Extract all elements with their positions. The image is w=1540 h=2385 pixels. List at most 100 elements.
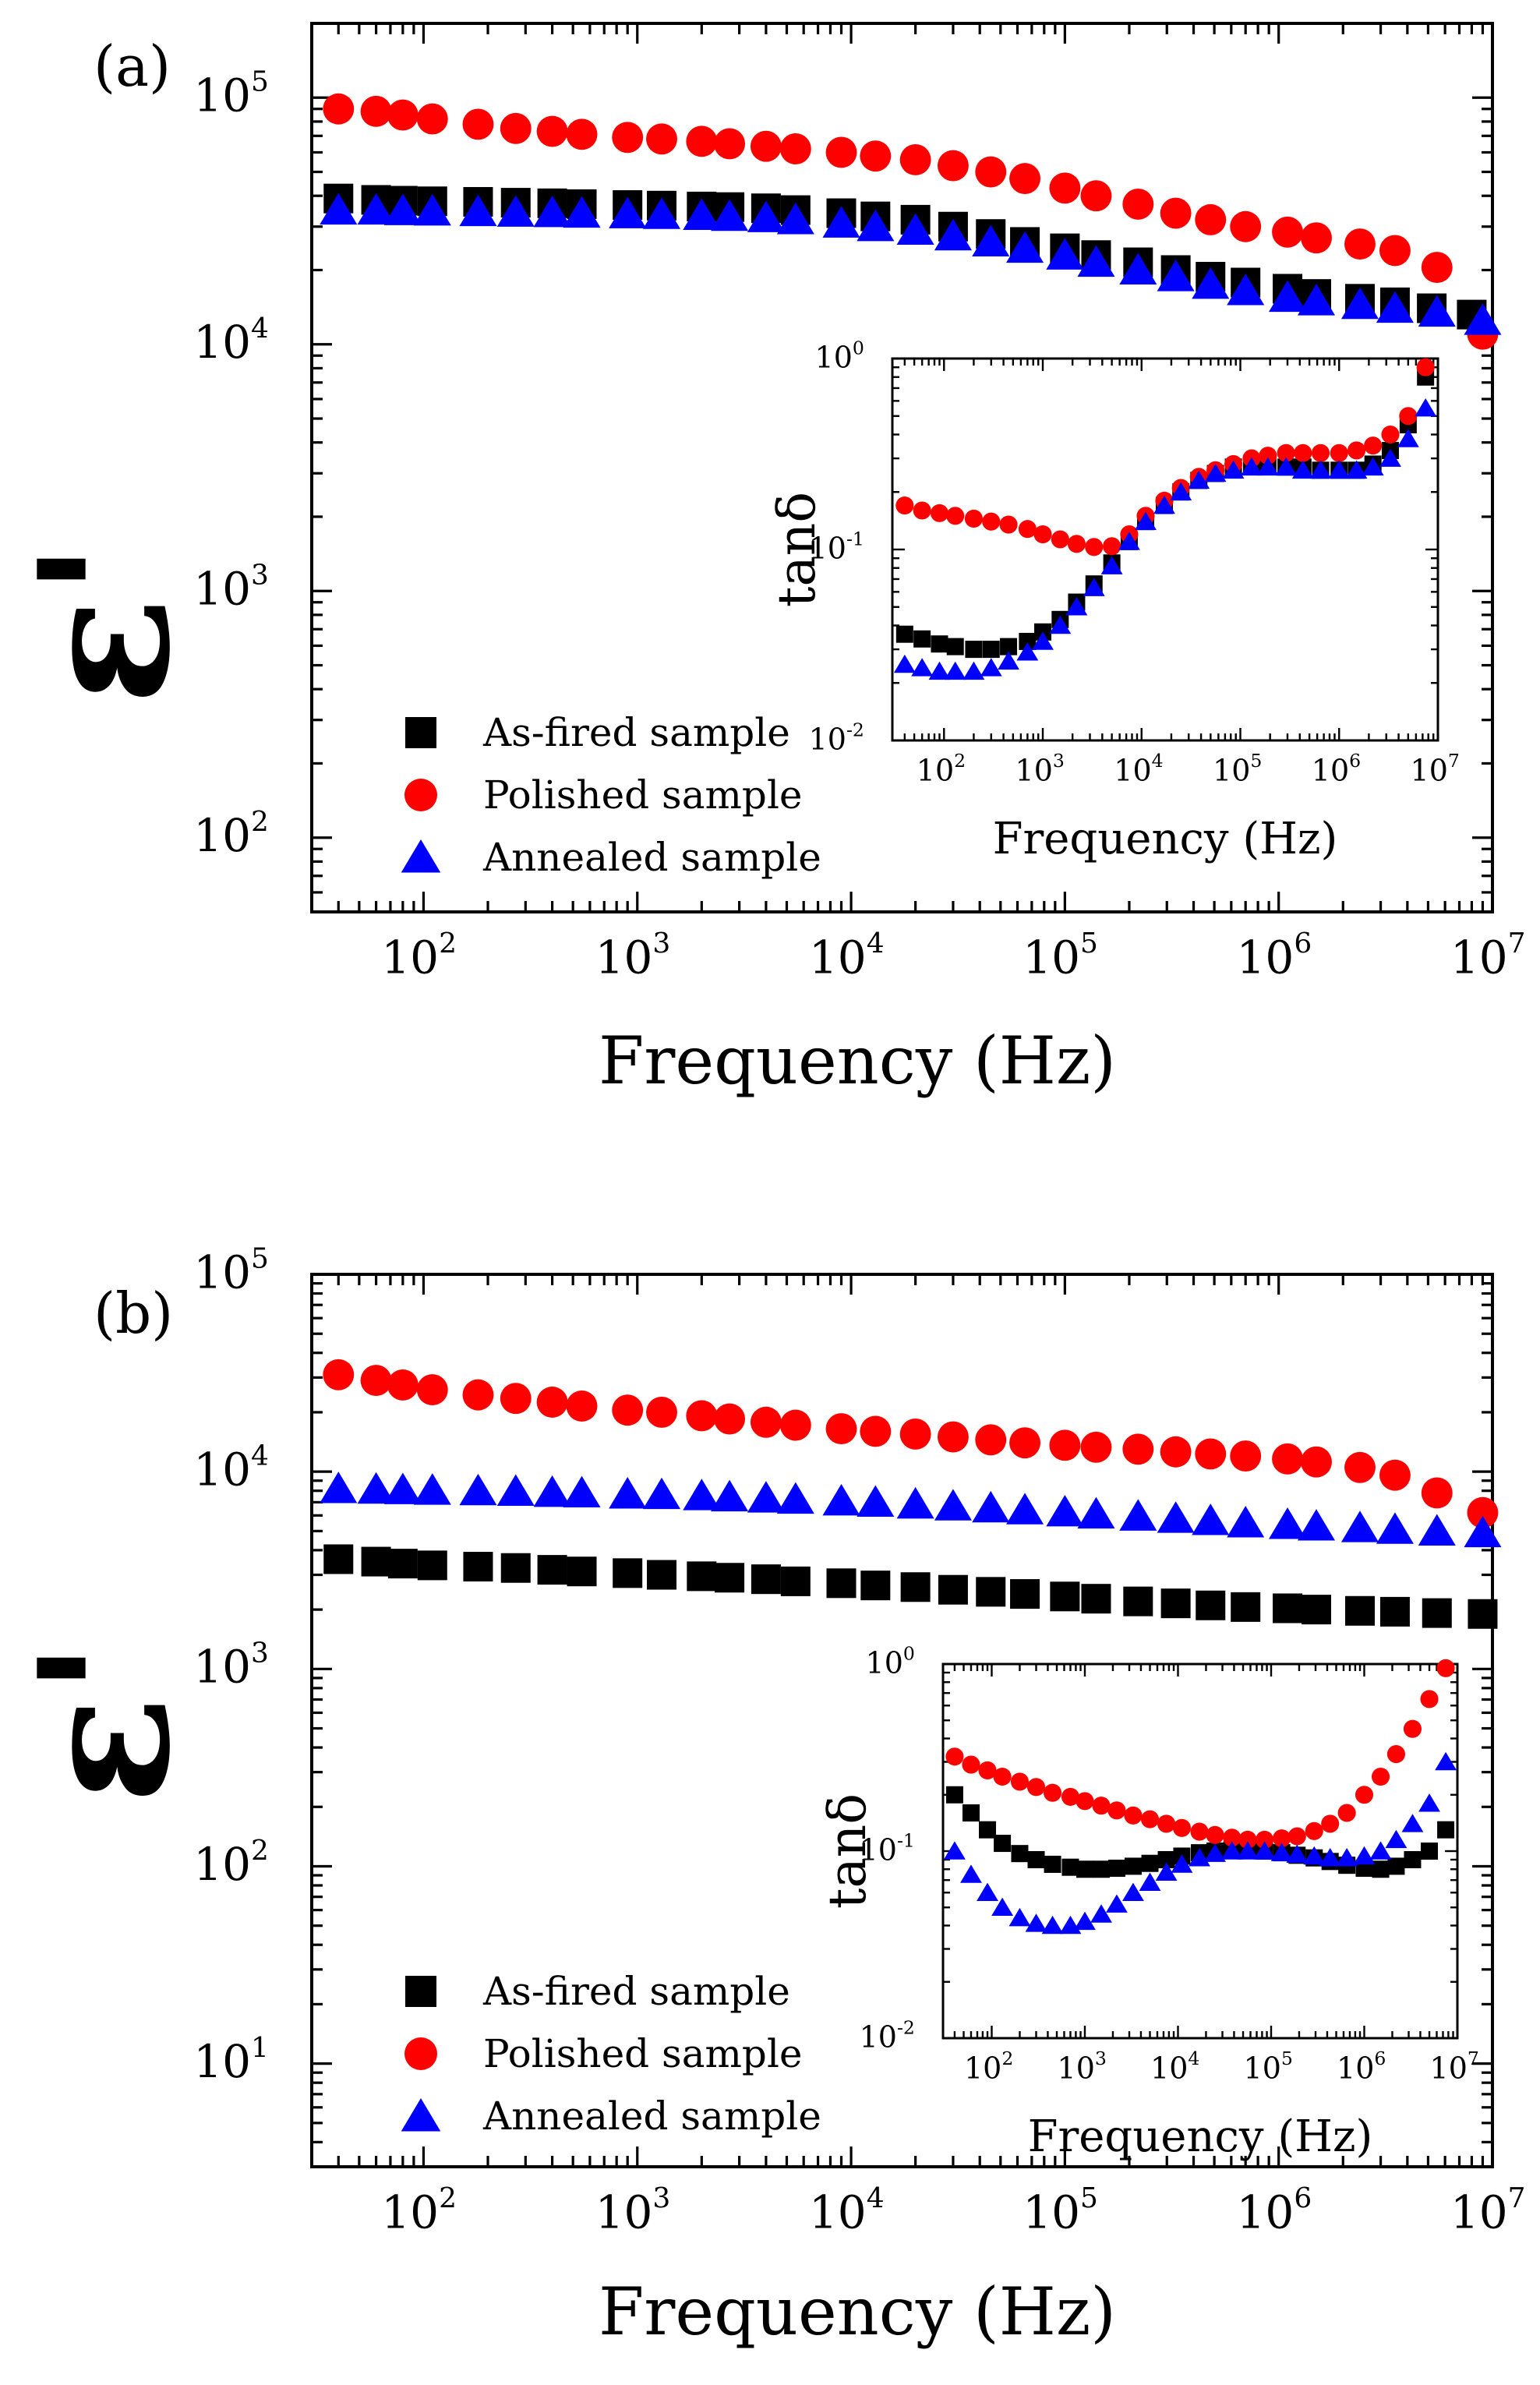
data-point	[896, 213, 934, 245]
y-tick-label: 100	[866, 1642, 915, 1680]
data-point	[1081, 1584, 1111, 1614]
data-point	[911, 658, 934, 677]
data-point	[1076, 1792, 1094, 1811]
data-point	[1403, 1719, 1422, 1738]
data-point	[1437, 1821, 1455, 1839]
data-point	[1399, 407, 1418, 426]
data-point	[1192, 1503, 1230, 1535]
x-tick-label: 105	[1023, 928, 1098, 984]
data-point	[1297, 1509, 1336, 1541]
data-point	[944, 1841, 966, 1860]
data-point	[683, 198, 721, 230]
data-point	[566, 118, 598, 150]
data-point	[747, 200, 785, 232]
data-point	[1090, 1904, 1112, 1923]
data-point	[533, 195, 571, 228]
panel-a-x-axis-label: Frequency (Hz)	[599, 1023, 1116, 1099]
data-point	[1122, 1433, 1154, 1465]
data-point	[895, 496, 914, 515]
data-point	[1018, 520, 1037, 539]
data-point	[1376, 291, 1414, 323]
data-point	[1049, 615, 1072, 634]
data-point	[1153, 495, 1175, 514]
x-tick-label: 102	[381, 928, 457, 984]
data-point	[360, 95, 392, 127]
data-point	[715, 1563, 745, 1593]
data-point	[1436, 1659, 1455, 1677]
data-point	[1277, 443, 1295, 462]
data-point	[1256, 1830, 1274, 1849]
panel-a-legend: As-fired sample Polished sample Annealed s…	[401, 710, 821, 880]
legend-marker	[405, 1976, 436, 2007]
data-point	[537, 1555, 567, 1585]
data-point	[1362, 457, 1384, 476]
data-point	[975, 1424, 1007, 1456]
data-point	[982, 512, 1001, 531]
series-annealed-sample	[320, 1472, 1502, 1548]
data-point	[1000, 638, 1018, 655]
data-point	[1273, 1829, 1291, 1848]
x-tick-label: 102	[381, 2182, 457, 2238]
x-tick-label: 103	[1058, 2048, 1107, 2085]
data-point	[893, 654, 916, 673]
y-tick-label: 10-2	[809, 719, 864, 756]
data-point	[1027, 1850, 1045, 1868]
x-tick-label: 106	[1237, 2182, 1312, 2238]
data-point	[1464, 303, 1502, 335]
data-point	[976, 1577, 1006, 1607]
data-point	[1291, 460, 1314, 479]
data-point	[1043, 1783, 1062, 1802]
data-point	[1297, 284, 1336, 316]
data-point	[496, 1474, 535, 1506]
data-point	[1220, 1841, 1243, 1860]
data-point	[462, 1379, 494, 1411]
data-point	[609, 1477, 647, 1509]
data-point	[323, 1544, 354, 1574]
panel-a-label: (a)	[94, 34, 171, 99]
data-point	[1206, 1825, 1224, 1844]
data-point	[1172, 1818, 1191, 1837]
y-tick-label: 101	[193, 2032, 269, 2088]
data-point	[1227, 1506, 1265, 1538]
x-tick-label: 105	[1244, 2048, 1293, 2085]
data-point	[1122, 188, 1154, 220]
data-point	[1122, 1882, 1144, 1901]
data-point	[900, 1572, 931, 1602]
data-point	[683, 1479, 721, 1510]
panel-a-inset-x-axis-label: Frequency (Hz)	[993, 814, 1338, 864]
data-point	[899, 144, 931, 175]
y-tick-label: 104	[193, 313, 269, 369]
data-point	[1397, 429, 1419, 447]
data-point	[686, 125, 718, 157]
data-point	[1204, 1843, 1226, 1862]
data-point	[979, 1821, 997, 1839]
data-point	[416, 103, 448, 135]
data-point	[913, 501, 931, 520]
data-point	[1080, 180, 1112, 212]
data-point	[496, 195, 535, 227]
data-point	[566, 1390, 598, 1422]
data-point	[1188, 470, 1210, 489]
x-tick-label: 104	[809, 2182, 885, 2238]
panel-a-main-chart: 102 103 104 105 106 107 102 103 104 105	[193, 22, 1526, 984]
data-point	[978, 1761, 997, 1780]
y-tick-label: 104	[193, 1440, 269, 1496]
data-point	[750, 130, 782, 162]
data-point	[500, 112, 532, 144]
data-point	[962, 1755, 980, 1774]
x-tick-label: 102	[964, 2048, 1013, 2085]
data-point	[779, 1409, 811, 1441]
data-point	[1404, 1850, 1422, 1868]
data-point	[1311, 443, 1330, 462]
x-tick-label: 107	[1430, 2048, 1479, 2085]
data-point	[899, 1419, 931, 1450]
data-point	[1270, 1843, 1293, 1861]
y-tick-label: 100	[815, 337, 864, 374]
data-point	[1381, 425, 1400, 444]
data-point	[613, 1558, 643, 1588]
panel-a-y-axis-label: ε'	[0, 542, 210, 705]
y-tick-label: 10-2	[860, 2016, 915, 2054]
data-point	[1236, 1841, 1259, 1860]
data-point	[1353, 1846, 1376, 1865]
